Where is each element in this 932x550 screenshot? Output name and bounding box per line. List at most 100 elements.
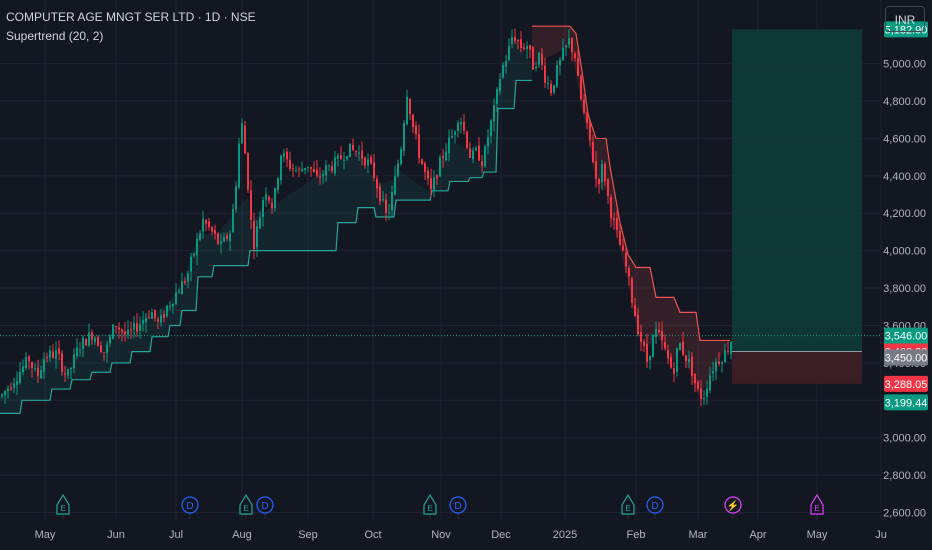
candle-body xyxy=(1,394,3,397)
time-axis[interactable]: May Jun Jul Aug Sep Oct Nov Dec 2025 Feb Mar Apr May… xyxy=(35,529,887,541)
earnings-marker[interactable]: E xyxy=(810,493,824,519)
candle-body xyxy=(34,368,36,370)
y-tick-label: 2,600.00 xyxy=(883,508,926,520)
candle-body xyxy=(547,82,549,84)
candle-body xyxy=(355,151,357,153)
earnings-marker[interactable]: E xyxy=(239,493,253,519)
candle-body xyxy=(451,136,453,138)
candle-body xyxy=(325,165,327,176)
candle-body xyxy=(214,230,216,234)
candle-body xyxy=(232,209,234,233)
currency-button[interactable]: INR xyxy=(885,6,925,32)
candle-body xyxy=(613,218,615,220)
candle-body xyxy=(235,186,237,210)
candle-body xyxy=(25,356,27,369)
earnings-marker[interactable]: E xyxy=(423,493,437,519)
candle-body xyxy=(436,175,438,179)
candle-body xyxy=(598,179,600,184)
candle-body xyxy=(196,238,198,256)
candle-body xyxy=(145,317,147,323)
y-tick-label: 3,800.00 xyxy=(883,283,926,295)
candle-body xyxy=(262,199,264,217)
candle-body xyxy=(304,167,306,170)
indicator-legend[interactable]: Supertrend (20, 2) xyxy=(6,29,104,43)
candle-body xyxy=(601,163,603,183)
candle-body xyxy=(265,194,267,200)
candle-body xyxy=(16,381,18,386)
candle-body xyxy=(85,339,87,346)
candle-body xyxy=(10,387,12,389)
split-marker[interactable]: ⚡ xyxy=(724,496,742,519)
event-markers[interactable]: E D E D E D E D ⚡ E xyxy=(56,493,824,519)
price-label: 3,288.05 xyxy=(884,375,928,392)
candle-body xyxy=(283,153,285,157)
candle-body xyxy=(592,141,594,163)
candle-body xyxy=(418,133,420,159)
candle-body xyxy=(352,144,354,150)
event-badge xyxy=(181,496,199,514)
candle-body xyxy=(163,313,165,318)
candle-body xyxy=(448,137,450,154)
position-zones[interactable] xyxy=(0,29,880,384)
candle-body xyxy=(202,219,204,232)
earnings-marker[interactable]: E xyxy=(56,493,70,519)
candle-body xyxy=(652,335,654,358)
chart-title[interactable]: COMPUTER AGE MNGT SER LTD · 1D · NSE xyxy=(6,10,256,24)
candle-body xyxy=(280,155,282,181)
x-tick-label: Feb xyxy=(627,529,646,541)
candle-body xyxy=(430,178,432,190)
stop-zone[interactable] xyxy=(732,351,862,384)
candle-body xyxy=(586,112,588,123)
candle-body xyxy=(394,175,396,195)
candle-body xyxy=(142,320,144,325)
candle-body xyxy=(532,47,534,70)
price-axis[interactable]: 2,600.002,800.003,000.003,200.003,400.00… xyxy=(883,59,926,520)
candle-body xyxy=(493,105,495,122)
candle-body xyxy=(271,202,273,209)
candle-body xyxy=(583,99,585,113)
y-tick-label: 5,000.00 xyxy=(883,59,926,71)
candle-body xyxy=(64,373,66,375)
candle-body xyxy=(469,148,471,158)
price-label-text: 3,288.05 xyxy=(885,379,928,391)
event-badge xyxy=(621,493,635,515)
candle-body xyxy=(628,267,630,277)
supertrend-indicator xyxy=(0,25,730,414)
candle-body xyxy=(445,151,447,161)
candle-body xyxy=(688,358,690,363)
candle-body xyxy=(118,327,120,330)
candle-body xyxy=(88,332,90,346)
candle-body xyxy=(577,58,579,77)
earnings-marker[interactable]: E xyxy=(621,493,635,519)
dividend-marker[interactable]: D xyxy=(646,496,664,519)
candle-body xyxy=(91,332,93,340)
y-tick-label: 2,800.00 xyxy=(883,470,926,482)
supertrend-up-fill xyxy=(0,36,532,414)
candle-body xyxy=(76,347,78,357)
candle-body xyxy=(220,241,222,245)
candle-body xyxy=(370,157,372,164)
dividend-marker[interactable]: D xyxy=(449,496,467,519)
dividend-marker[interactable]: D xyxy=(256,496,274,519)
price-label-bg xyxy=(884,349,928,366)
candle-body xyxy=(70,368,72,370)
candle-body xyxy=(508,45,510,60)
candle-body xyxy=(604,163,606,182)
candle-body xyxy=(259,217,261,229)
candle-body xyxy=(562,47,564,60)
candle-body xyxy=(19,371,21,383)
candle-body xyxy=(472,150,474,160)
candle-body xyxy=(481,161,483,166)
candle-body xyxy=(571,38,573,53)
candle-body xyxy=(289,159,291,169)
event-badge xyxy=(239,493,253,515)
dividend-marker[interactable]: D xyxy=(181,496,199,519)
candle-body xyxy=(637,314,639,335)
target-zone[interactable] xyxy=(732,29,862,352)
candle-body xyxy=(28,356,30,362)
candle-body xyxy=(457,122,459,131)
candle-body xyxy=(640,331,642,342)
y-tick-label: 4,600.00 xyxy=(883,133,926,145)
candle-body xyxy=(544,65,546,83)
